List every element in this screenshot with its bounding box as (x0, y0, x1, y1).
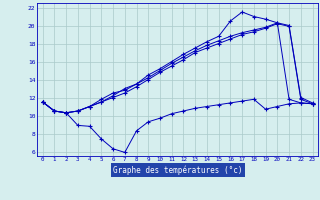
X-axis label: Graphe des températures (°c): Graphe des températures (°c) (113, 165, 242, 175)
